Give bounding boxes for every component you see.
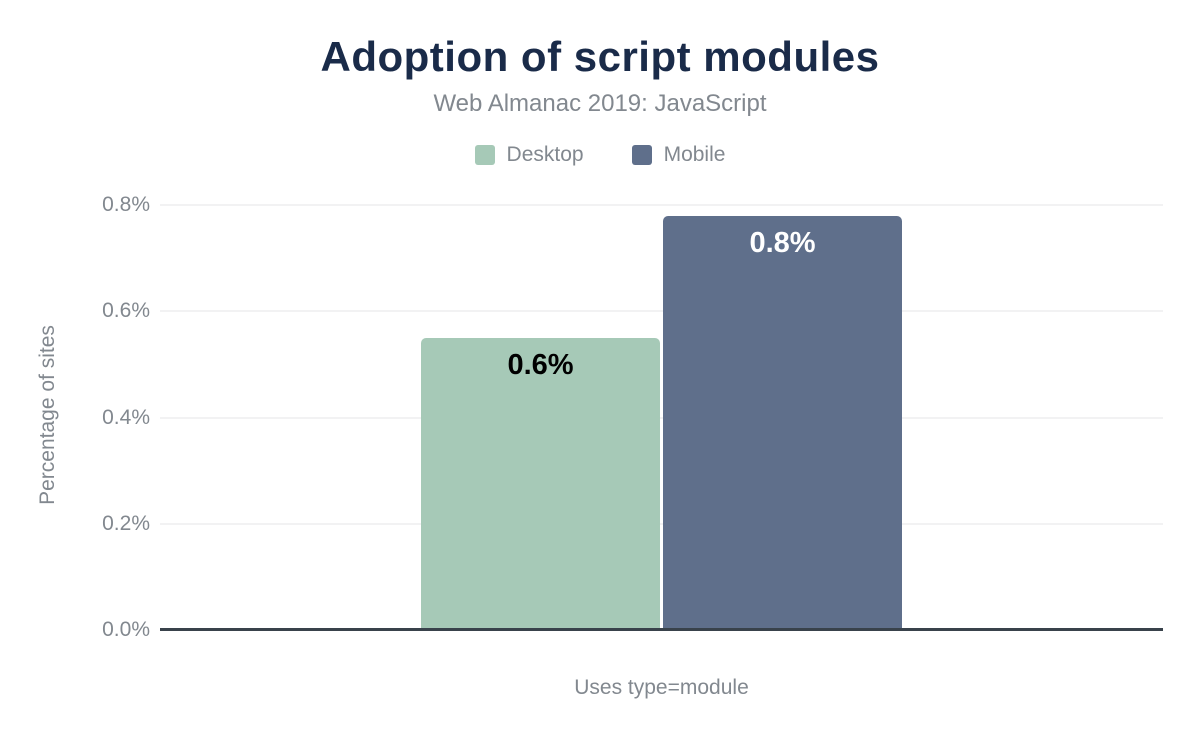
gridline (160, 522, 1163, 525)
x-axis-label: Uses type=module (574, 676, 749, 699)
bar-desktop: 0.6% (421, 337, 660, 630)
bar-value-label-mobile: 0.8% (749, 226, 816, 259)
legend-item-mobile: Mobile (631, 143, 726, 167)
gridline (160, 204, 1163, 206)
mobile-swatch (631, 145, 652, 165)
chart-subtitle: Web Almanac 2019: JavaScript (433, 90, 767, 117)
y-axis-ticks: 0.0% 0.2% 0.4% 0.6% 0.8% (60, 193, 150, 641)
y-axis-title: Percentage of sites (36, 325, 59, 505)
x-axis-line (160, 628, 1163, 631)
bar-value-label-desktop: 0.6% (507, 348, 574, 381)
y-tick-label: 0.2% (102, 511, 150, 535)
bar-mobile: 0.8% (663, 215, 902, 630)
gridline (160, 310, 1163, 313)
desktop-swatch (474, 145, 495, 165)
legend-label-mobile: Mobile (663, 143, 726, 166)
y-tick-label: 0.0% (102, 618, 150, 641)
y-tick-label: 0.4% (102, 405, 150, 429)
y-tick-label: 0.6% (102, 299, 150, 323)
chart-title: Adoption of script modules (320, 33, 880, 80)
legend-item-desktop: Desktop (474, 143, 584, 167)
plot-area: 0.6% 0.8% (160, 204, 1163, 631)
legend-label-desktop: Desktop (506, 143, 584, 166)
y-tick-label: 0.8% (102, 193, 150, 216)
legend: Desktop Mobile (0, 143, 1200, 167)
gridline (160, 416, 1163, 419)
